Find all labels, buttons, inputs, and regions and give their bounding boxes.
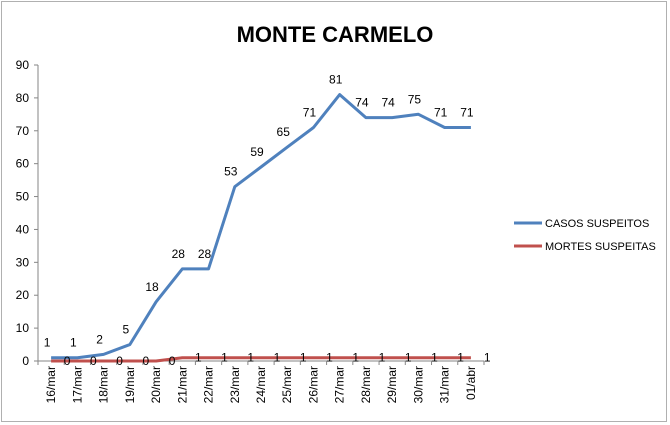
series-line-0 <box>51 93 471 360</box>
data-label-mortes: 1 <box>405 351 412 365</box>
legend: CASOS SUSPEITOS MORTES SUSPEITAS <box>514 218 656 253</box>
y-tick-label: 60 <box>16 157 30 171</box>
data-label-mortes: 1 <box>300 351 307 365</box>
data-label-casos: 75 <box>408 92 422 106</box>
data-label-casos: 1 <box>44 336 51 350</box>
data-label-mortes: 1 <box>379 351 386 365</box>
x-tick-label: 01/abr <box>464 366 478 400</box>
data-label-mortes: 1 <box>457 351 464 365</box>
data-label-casos: 71 <box>303 105 317 119</box>
x-tick-label: 16/mar <box>44 366 58 403</box>
data-label-casos: 59 <box>250 145 264 159</box>
data-label-mortes: 1 <box>484 351 491 365</box>
y-tick-label: 10 <box>16 321 30 335</box>
data-label-mortes: 1 <box>352 351 359 365</box>
y-tick-label: 40 <box>16 222 30 236</box>
x-tick-label: 19/mar <box>123 366 137 403</box>
x-axis-ticks: 16/mar 17/mar 18/mar 19/mar 20/mar 21/mar 22/m… <box>37 361 485 403</box>
y-tick-label: 50 <box>16 190 30 204</box>
data-label-casos: 28 <box>198 247 212 261</box>
data-label-mortes: 1 <box>221 351 228 365</box>
data-label-casos: 53 <box>224 165 238 179</box>
y-tick-label: 0 <box>22 354 29 368</box>
data-label-casos: 71 <box>460 105 474 119</box>
data-label-casos: 65 <box>277 125 291 139</box>
legend-label-0: CASOS SUSPEITOS <box>545 218 649 230</box>
x-tick-label: 28/mar <box>359 366 373 403</box>
data-label-mortes: 1 <box>195 351 202 365</box>
data-label-casos: 2 <box>96 332 103 346</box>
data-label-casos: 18 <box>145 280 159 294</box>
data-label-casos: 28 <box>172 247 186 261</box>
y-tick-label: 30 <box>16 255 30 269</box>
data-label-casos: 74 <box>355 96 369 110</box>
x-tick-label: 30/mar <box>411 366 425 403</box>
legend-label-1: MORTES SUSPEITAS <box>545 241 656 253</box>
data-label-casos: 74 <box>381 96 395 110</box>
x-tick-label: 20/mar <box>149 366 163 403</box>
data-label-mortes: 1 <box>326 351 333 365</box>
x-tick-label: 24/mar <box>254 366 268 403</box>
series-lines <box>51 93 471 363</box>
y-axis-ticks: 0 10 20 30 40 50 60 70 80 90 <box>16 58 38 368</box>
x-tick-label: 31/mar <box>438 366 452 403</box>
series-line-1 <box>51 356 471 363</box>
data-label-mortes: 1 <box>274 351 281 365</box>
x-tick-label: 25/mar <box>280 366 294 403</box>
axes <box>37 65 484 362</box>
x-tick-label: 18/mar <box>97 366 111 403</box>
x-tick-label: 23/mar <box>228 366 242 403</box>
data-label-casos: 81 <box>329 73 343 87</box>
data-label-mortes: 0 <box>90 354 97 368</box>
y-tick-label: 90 <box>16 58 30 72</box>
y-tick-label: 20 <box>16 288 30 302</box>
data-label-casos: 1 <box>70 336 77 350</box>
x-tick-label: 29/mar <box>385 366 399 403</box>
data-label-mortes: 1 <box>247 351 254 365</box>
data-label-casos: 5 <box>122 323 129 337</box>
data-label-mortes: 1 <box>431 351 438 365</box>
x-tick-label: 27/mar <box>333 366 347 403</box>
x-tick-label: 26/mar <box>306 366 320 403</box>
y-tick-label: 80 <box>16 91 30 105</box>
chart-title: MONTE CARMELO <box>237 22 434 47</box>
data-label-mortes: 0 <box>116 354 123 368</box>
data-label-casos: 71 <box>434 105 448 119</box>
data-label-mortes: 0 <box>169 354 176 368</box>
x-tick-label: 22/mar <box>202 366 216 403</box>
x-tick-label: 21/mar <box>175 366 189 403</box>
y-tick-label: 70 <box>16 124 30 138</box>
data-label-mortes: 0 <box>142 354 149 368</box>
x-tick-label: 17/mar <box>70 366 84 403</box>
data-label-mortes: 0 <box>64 354 71 368</box>
